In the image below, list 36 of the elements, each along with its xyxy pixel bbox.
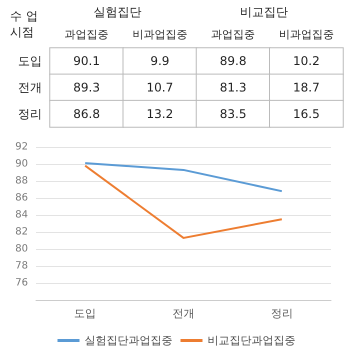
data-label: 86.8: [73, 106, 100, 121]
data-label: 89.8: [220, 54, 246, 68]
x-tick-label: 정리: [270, 307, 293, 320]
data-label: 90.1: [73, 54, 100, 68]
data-label: 16.5: [293, 106, 320, 121]
data-label: 89.3: [73, 80, 100, 94]
text: 실험집단: [93, 5, 142, 19]
x-tick-label: 과업집중: [211, 28, 256, 41]
y-tick-label: 정리: [18, 106, 42, 121]
x-tick-label: 도입: [74, 307, 96, 320]
y-tick-label: 90: [15, 158, 28, 170]
y-tick-label: 92: [15, 142, 28, 152]
legend-label: 실험집단과업집중: [84, 334, 172, 347]
data-label: 13.2: [146, 106, 174, 121]
text: 비교집단: [240, 5, 288, 19]
data-label: 83.5: [220, 106, 246, 121]
y-tick-label: 80: [15, 244, 28, 254]
data-label: 18.7: [293, 80, 320, 94]
data-label: 10.7: [146, 80, 174, 94]
y-tick-label: 76: [15, 278, 28, 288]
text: 수 업 시점: [10, 9, 38, 39]
data-label: 81.3: [220, 80, 246, 94]
y-tick-label: 84: [15, 210, 28, 220]
x-tick-label: 과업집중: [64, 28, 109, 41]
y-tick-label: 도입: [18, 54, 42, 68]
x-tick-label: 전개: [172, 307, 194, 320]
x-tick-label: 비과업집중: [278, 28, 334, 41]
x-tick-label: 비과업집중: [132, 28, 188, 41]
y-tick-label: 78: [15, 260, 28, 272]
data-label: 9.9: [150, 54, 170, 68]
y-tick-label: 전개: [18, 80, 42, 94]
y-tick-label: 88: [15, 176, 28, 186]
y-tick-label: 82: [15, 226, 28, 238]
data-label: 10.2: [293, 54, 320, 68]
y-tick-label: 86: [15, 192, 28, 204]
legend-label: 비교집단과업집중: [208, 334, 296, 347]
